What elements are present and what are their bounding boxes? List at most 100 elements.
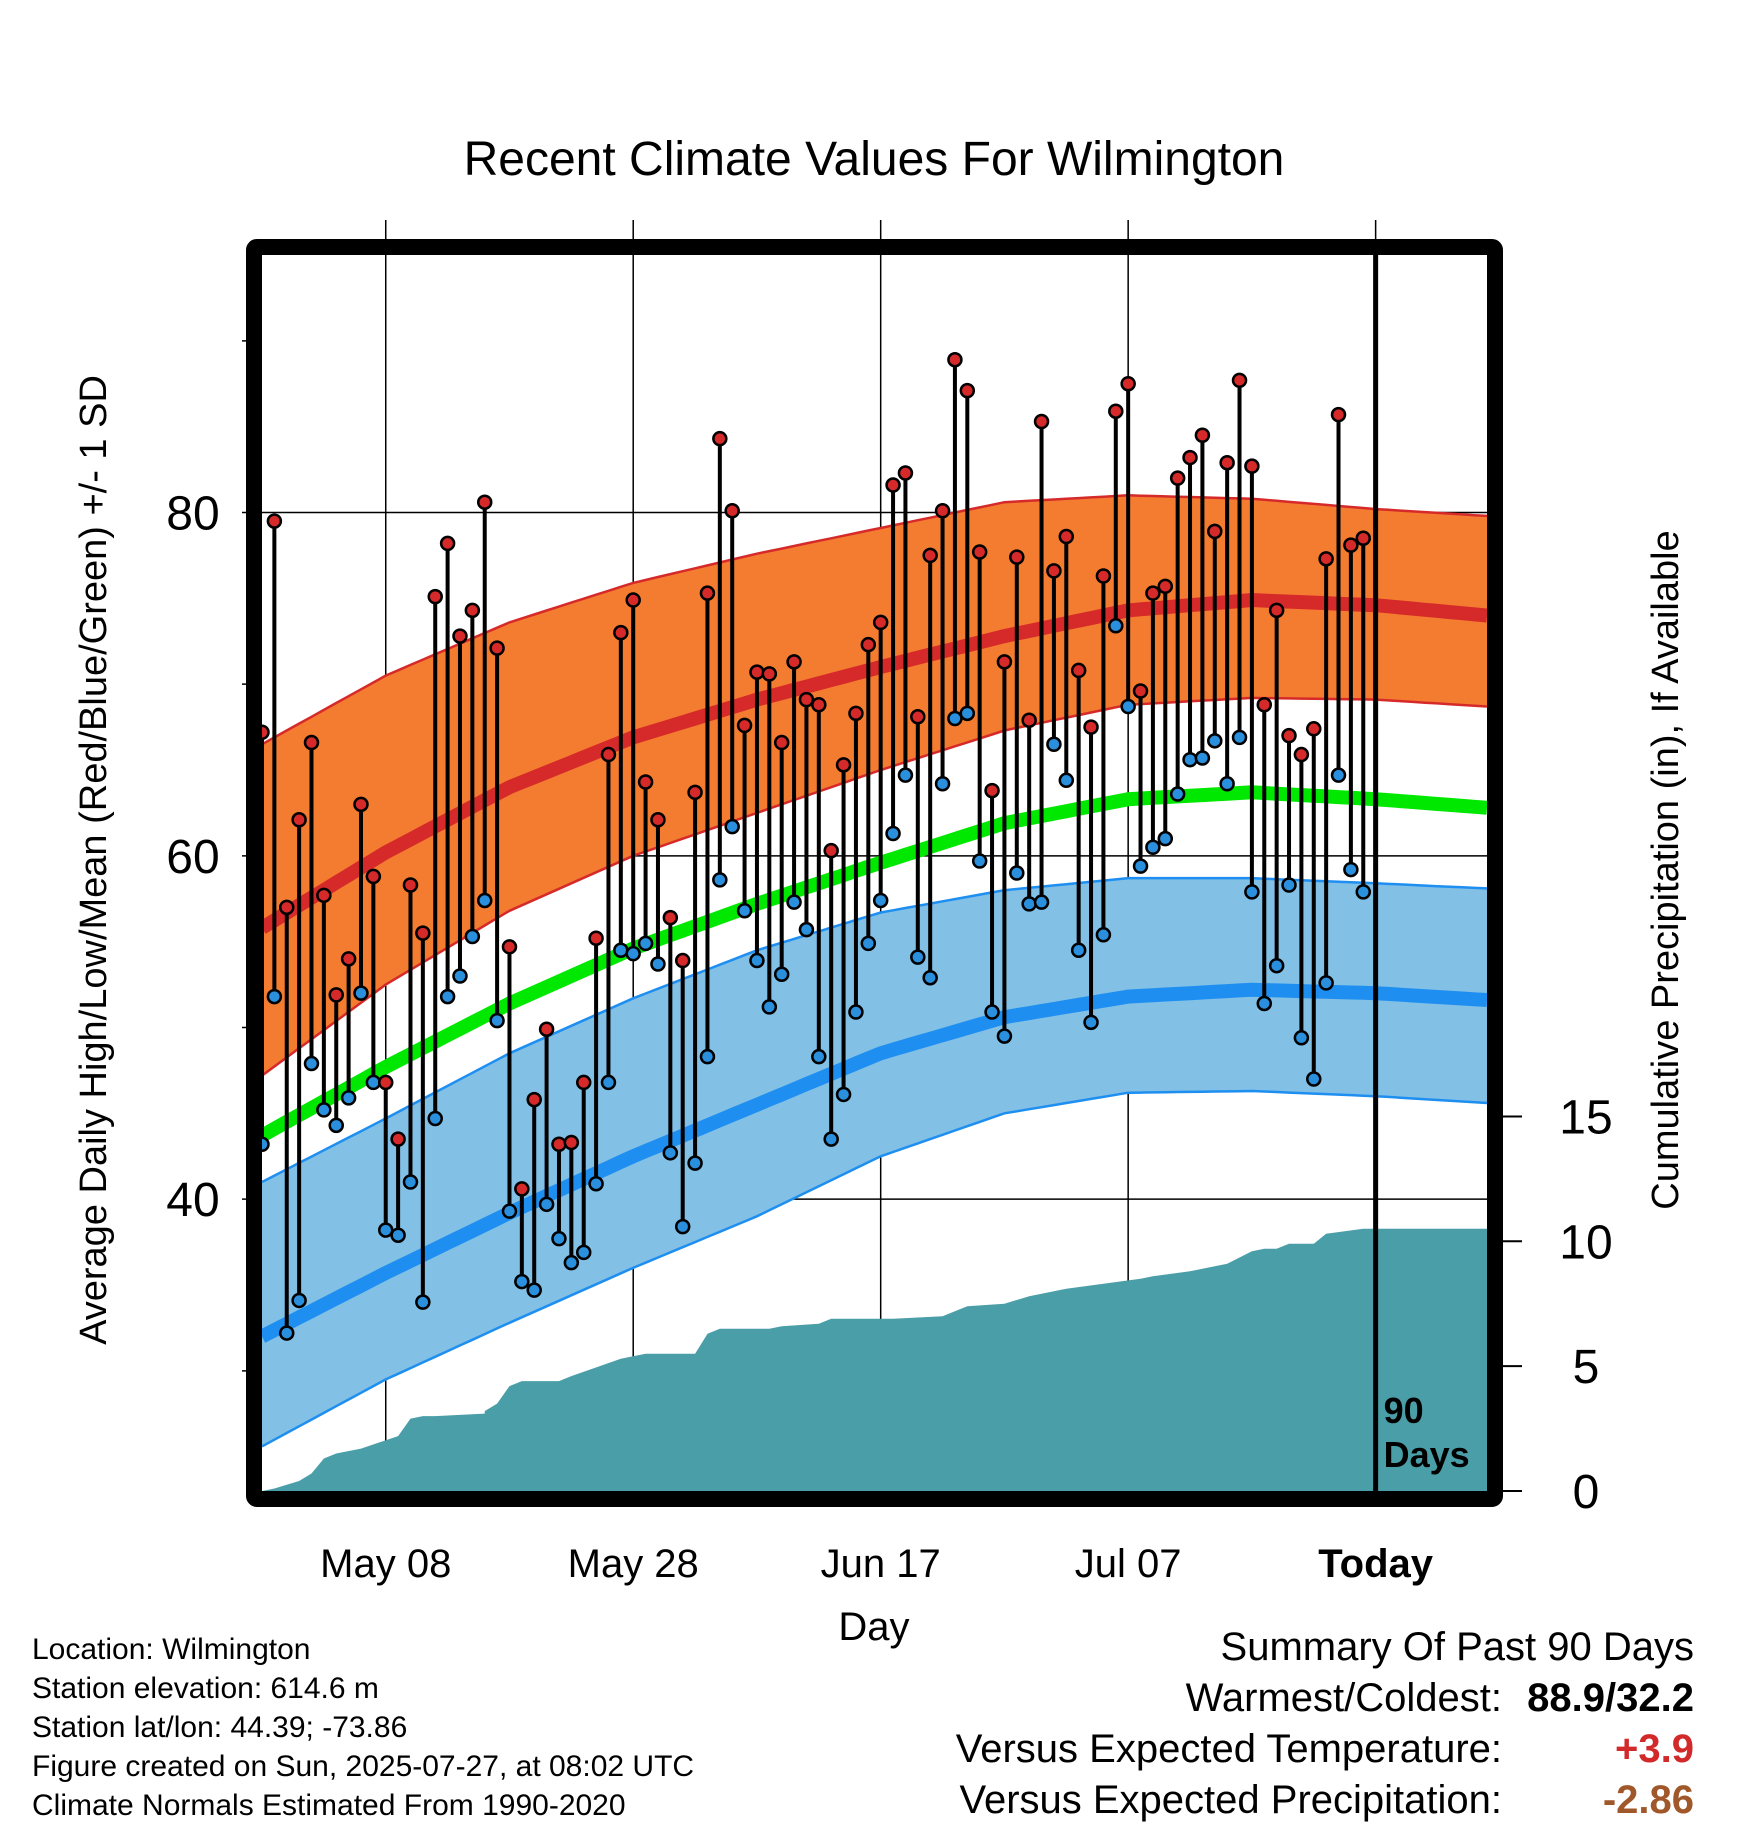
x-tick-label: Jun 17: [821, 1542, 941, 1586]
daily-high-point: [699, 585, 716, 601]
y-left-tick-label: 60: [166, 831, 219, 884]
daily-low-point: [489, 1012, 505, 1029]
daily-low-point: [427, 1110, 443, 1127]
daily-high-point: [613, 624, 629, 641]
daily-low-point: [575, 1244, 592, 1261]
daily-high-point: [1169, 470, 1186, 486]
normal-mean-line: [262, 785, 1487, 1142]
daily-low-point: [1268, 957, 1285, 974]
daily-low-point: [984, 1004, 1000, 1020]
y-left-tick-label: 40: [166, 1174, 219, 1227]
daily-low-point: [464, 928, 481, 945]
x-tick-label: Today: [1318, 1542, 1434, 1586]
daily-low-point: [625, 945, 641, 962]
daily-low-point: [798, 921, 815, 938]
temp-value: +3.9: [1615, 1727, 1694, 1771]
daily-low-point: [415, 1294, 431, 1310]
y-right-tick-label: 0: [1573, 1466, 1600, 1519]
daily-low-point: [811, 1048, 827, 1065]
daily-high-point: [848, 705, 864, 722]
daily-sticks: [262, 351, 1372, 1341]
daily-low-point: [1207, 733, 1223, 749]
y-right-tick-label: 15: [1559, 1091, 1612, 1144]
today-label: 90 Days: [1384, 1390, 1470, 1475]
station-info: Location: Wilmington Station elevation: …: [32, 1630, 694, 1825]
daily-low-point: [1108, 618, 1124, 634]
daily-low-point: [662, 1145, 679, 1161]
daily-high-point: [1132, 683, 1149, 699]
daily-high-point: [786, 654, 802, 670]
daily-high-point: [278, 899, 295, 916]
daily-low-point: [971, 853, 988, 869]
daily-high-point: [600, 746, 617, 763]
daily-high-point: [291, 812, 307, 828]
y-left-tick-label: 80: [166, 488, 219, 541]
daily-high-point: [798, 691, 815, 708]
daily-high-point: [1268, 602, 1285, 619]
daily-high-point: [1046, 563, 1062, 579]
daily-low-point: [712, 872, 728, 888]
daily-low-point: [674, 1218, 691, 1235]
plot-frame: [246, 239, 1503, 1507]
daily-low-point: [650, 956, 666, 972]
daily-high-point: [1281, 727, 1297, 744]
daily-low-point: [316, 1102, 332, 1118]
daily-low-point: [1070, 942, 1087, 958]
daily-low-point: [439, 988, 456, 1005]
daily-low-point: [947, 710, 963, 727]
daily-low-point: [266, 988, 283, 1005]
daily-high-point: [1194, 427, 1211, 443]
daily-high-point: [439, 535, 456, 552]
precip-fill: [262, 1228, 1487, 1491]
daily-low-point: [340, 1090, 357, 1106]
daily-high-point: [303, 734, 320, 751]
daily-low-point: [1244, 884, 1260, 900]
daily-low-point: [1132, 858, 1149, 874]
daily-low-point: [959, 705, 976, 722]
daily-high-point: [1219, 454, 1235, 471]
daily-high-point: [910, 709, 926, 725]
daily-low-point: [1046, 736, 1062, 752]
daily-low-point: [1095, 927, 1112, 943]
daily-high-point: [365, 868, 382, 885]
daily-low-point: [303, 1055, 320, 1072]
daily-low-point: [514, 1273, 530, 1290]
daily-low-point: [872, 892, 889, 909]
daily-high-point: [551, 1136, 567, 1152]
daily-high-point: [464, 602, 481, 619]
daily-low-point: [1306, 1071, 1322, 1087]
daily-high-point: [947, 351, 963, 368]
low-sd-band-upper-edge: [262, 876, 1487, 1184]
daily-low-point: [328, 1117, 344, 1134]
daily-high-point: [1306, 721, 1322, 737]
daily-low-point: [835, 1086, 852, 1103]
location-text: Location: Wilmington: [32, 1633, 311, 1666]
daily-low-point: [377, 1222, 394, 1238]
daily-high-point: [674, 952, 691, 969]
y-right-tick-label: 5: [1573, 1341, 1600, 1394]
daily-high-point: [1244, 458, 1260, 474]
daily-high-point: [340, 951, 357, 967]
daily-low-point: [786, 894, 802, 910]
y-left-axis-label: Average Daily High/Low/Mean (Red/Blue/Gr…: [73, 375, 115, 1345]
daily-high-point: [1095, 568, 1112, 584]
daily-low-point: [588, 1175, 604, 1192]
daily-low-point: [1355, 884, 1372, 900]
daily-low-point: [1194, 750, 1211, 766]
daily-low-point: [501, 1203, 518, 1219]
daily-low-point: [551, 1230, 567, 1247]
daily-high-point: [1293, 746, 1310, 763]
daily-low-point: [637, 935, 654, 952]
daily-high-point: [476, 494, 493, 510]
daily-high-point: [1033, 413, 1050, 430]
summary-panel: Summary Of Past 90 Days Warmest/Coldest:…: [956, 1622, 1694, 1826]
daily-low-point: [1281, 877, 1297, 893]
x-tick-label: May 08: [320, 1542, 451, 1586]
daily-high-point: [922, 547, 938, 564]
y-right-axis-label: Cumulative Precipitation (in), If Availa…: [1645, 530, 1687, 1209]
today-label-line: Days: [1384, 1434, 1470, 1475]
daily-low-point: [749, 952, 765, 969]
daily-low-point: [922, 969, 938, 986]
daily-high-point: [934, 503, 951, 519]
